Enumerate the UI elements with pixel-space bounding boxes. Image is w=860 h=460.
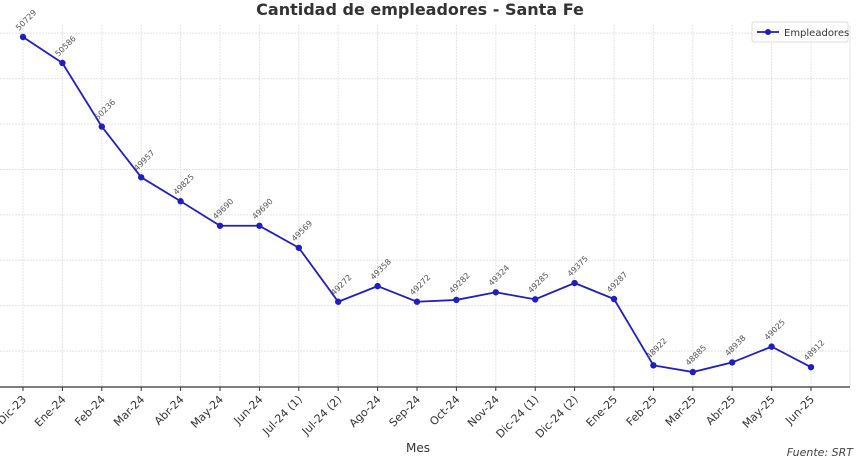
x-tick-label: Jul-24 (2) (299, 393, 344, 438)
data-point (650, 362, 657, 369)
x-tick-label: Feb-25 (624, 393, 660, 429)
x-tick-label: Dic-23 (0, 393, 29, 427)
data-point (19, 33, 27, 41)
data-point (768, 343, 775, 350)
data-point (335, 298, 342, 305)
x-tick-label: Abr-25 (703, 393, 738, 428)
data-value-label: 49690 (250, 197, 274, 221)
data-value-label: 49690 (211, 197, 235, 221)
x-tick-label: Ene-24 (32, 393, 69, 430)
data-value-label: 49282 (447, 271, 471, 295)
legend-box (751, 21, 849, 43)
data-point (295, 244, 302, 251)
x-tick-label: Jun-25 (782, 393, 817, 428)
x-tick-label: Jun-24 (231, 393, 266, 428)
data-value-label: 49025 (763, 318, 787, 342)
data-value-label: 50236 (93, 98, 117, 122)
data-point (689, 368, 696, 376)
data-value-label: 49825 (172, 172, 196, 196)
data-point (571, 279, 578, 287)
x-tick-label: Ene-25 (584, 393, 621, 430)
data-point (729, 359, 736, 366)
x-tick-label: Ago-24 (347, 393, 384, 430)
data-point (216, 222, 224, 229)
data-value-label: 49272 (329, 273, 353, 297)
data-point (453, 296, 460, 304)
data-value-label: 49287 (605, 270, 629, 294)
data-point (413, 298, 421, 305)
x-tick-label: Feb-24 (72, 393, 108, 429)
x-tick-label: Mar-25 (663, 393, 699, 429)
x-tick-label: May-25 (740, 393, 778, 431)
data-point (610, 295, 618, 303)
data-point (98, 123, 106, 130)
data-value-label: 50586 (53, 34, 77, 58)
x-tick-label: Oct-24 (427, 393, 462, 428)
data-point (374, 282, 381, 290)
data-point (492, 289, 499, 296)
data-value-label: 48912 (802, 338, 826, 362)
series-markers (19, 33, 815, 376)
data-value-label: 49285 (526, 270, 550, 294)
data-value-label: 49324 (487, 263, 511, 287)
x-tick-label: Dic-24 (2) (533, 393, 581, 441)
data-value-label: 49358 (369, 257, 393, 281)
data-value-label: 49375 (566, 254, 590, 278)
data-value-label: 49569 (290, 219, 314, 243)
data-point (256, 222, 263, 229)
x-tick-label: Sep-24 (387, 393, 424, 430)
data-value-label: 48922 (644, 336, 668, 360)
legend-label: Empleadores (784, 28, 849, 39)
x-axis-label: Mes (406, 441, 430, 455)
data-point (807, 363, 815, 371)
x-axis-ticks: Dic-23 Ene-24 Feb-24 Mar-24 Abr-24 May-24 Jun-… (0, 387, 817, 441)
data-value-label: 49272 (408, 273, 432, 297)
x-tick-label: Nov-24 (465, 393, 502, 430)
data-point (532, 296, 539, 303)
gridlines (0, 25, 851, 387)
x-tick-label: Jul-24 (1) (259, 393, 304, 438)
series-line-empleadores (22, 36, 812, 373)
legend-marker-icon (765, 29, 771, 35)
legend: Empleadores (751, 21, 849, 43)
data-point (177, 198, 184, 205)
data-value-label: 50729 (14, 8, 38, 32)
data-point (138, 174, 145, 181)
x-tick-label: Abr-24 (152, 393, 187, 428)
x-tick-label: May-24 (188, 393, 226, 431)
data-value-label: 48885 (684, 343, 708, 367)
chart-title: Cantidad de empleadores - Santa Fe (256, 0, 584, 19)
data-value-label: 48938 (723, 333, 747, 357)
data-point (59, 59, 66, 67)
source-note: Fuente: SRT (787, 446, 855, 459)
x-tick-label: Mar-24 (111, 393, 147, 429)
